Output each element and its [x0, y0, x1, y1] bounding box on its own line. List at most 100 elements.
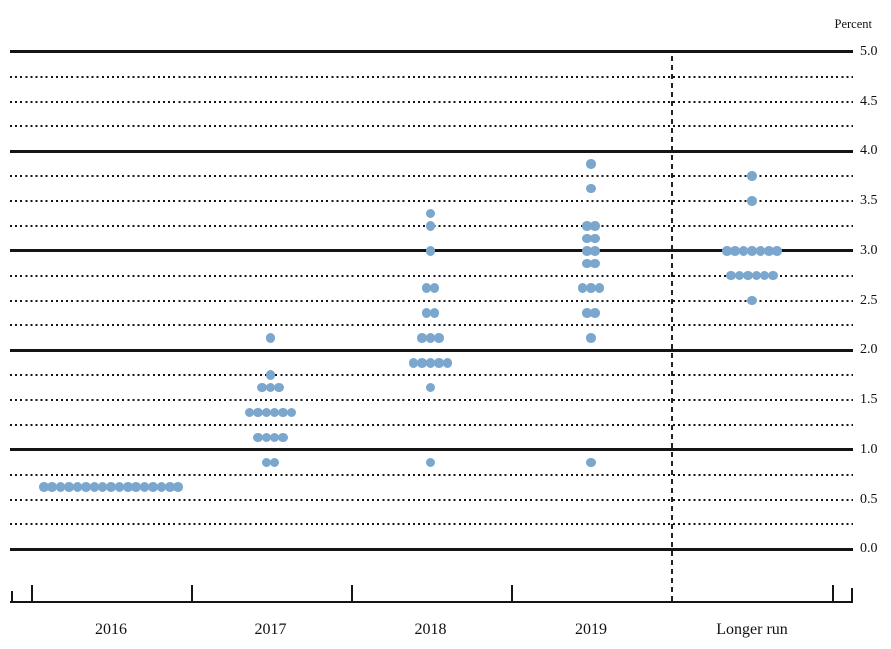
y-axis-tick-label: 0.0 [860, 541, 878, 557]
projection-dot [261, 457, 272, 467]
projection-dot [586, 183, 596, 194]
projection-dot [417, 333, 427, 343]
gridline-solid [10, 448, 853, 452]
projection-dot [265, 382, 276, 393]
projection-dot [590, 233, 600, 244]
projection-dot [434, 358, 444, 368]
x-axis-tick [31, 585, 33, 601]
x-axis-category-label: 2018 [414, 621, 447, 638]
projection-dot [582, 258, 592, 268]
projection-dot [743, 270, 753, 281]
projection-dot [261, 432, 271, 443]
projection-dot [156, 482, 167, 492]
x-axis-category-label: 2019 [575, 621, 607, 638]
y-axis-tick-label: 4.5 [860, 93, 878, 109]
gridline-dotted [10, 75, 853, 78]
projection-dot [39, 482, 49, 492]
projection-dot [244, 407, 255, 418]
projection-dot [89, 482, 99, 492]
projection-dot [114, 482, 125, 492]
x-axis-category-label: 2017 [254, 621, 287, 638]
gridline-dotted [10, 200, 853, 202]
projection-dot [417, 358, 427, 368]
gridline-dotted [10, 423, 853, 426]
projection-dot [269, 432, 280, 443]
gridline-solid [10, 547, 853, 551]
projection-dot [747, 171, 757, 181]
projection-dot [265, 370, 276, 380]
projection-dot [594, 283, 605, 293]
projection-dot [274, 382, 284, 393]
gridline-dotted [10, 374, 853, 377]
gridline-dotted [10, 299, 853, 302]
projection-dot [286, 407, 297, 418]
y-axis-tick-label: 1.0 [860, 441, 878, 457]
gridline-dotted [10, 473, 853, 476]
projection-dot [590, 258, 600, 268]
projection-dot [747, 246, 757, 256]
projection-dot [425, 208, 436, 219]
y-axis-tick-label: 3.0 [860, 242, 878, 258]
projection-dot [421, 283, 432, 293]
projection-dot [123, 482, 133, 492]
x-axis-tick [851, 588, 853, 601]
projection-dot [139, 482, 150, 492]
gridline-dotted [10, 498, 853, 501]
x-axis-category-label: Longer run [716, 621, 788, 638]
projection-dot [253, 407, 263, 418]
dashed-divider-line [671, 56, 673, 601]
projection-dot [64, 482, 74, 492]
y-axis-tick-label: 3.5 [860, 193, 878, 208]
gridline-solid [10, 149, 853, 153]
projection-dot [590, 221, 600, 231]
projection-dot [55, 482, 66, 492]
projection-dot [582, 233, 592, 244]
projection-dot [269, 457, 280, 467]
y-axis-tick-label: 2.0 [860, 342, 878, 358]
projection-dot [434, 333, 444, 343]
projection-dot [586, 457, 596, 467]
gridline-dotted [10, 100, 853, 103]
projection-dot [772, 246, 782, 256]
gridline-solid [10, 50, 853, 54]
projection-dot [730, 246, 740, 256]
percent-axis-label: Percent [834, 17, 872, 31]
projection-dot [278, 432, 288, 443]
projection-dot [72, 482, 83, 492]
projection-dot [582, 246, 592, 256]
projection-dot [253, 432, 263, 443]
gridline-dotted [10, 125, 853, 128]
projection-dot [586, 159, 596, 169]
projection-dot [747, 295, 757, 306]
gridline-dotted [10, 523, 853, 526]
projection-dot [106, 482, 116, 492]
projection-dot [577, 283, 588, 293]
x-axis-tick [351, 585, 353, 601]
projection-dot [278, 407, 288, 418]
projection-dot [81, 482, 91, 492]
y-axis-tick-label: 2.5 [860, 292, 878, 308]
projection-dot [148, 482, 158, 492]
projection-dot [47, 482, 57, 492]
projection-dot [442, 358, 453, 368]
projection-dot [722, 246, 732, 256]
projection-dot [747, 196, 757, 206]
projection-dot [586, 333, 596, 343]
projection-dot [269, 407, 280, 418]
projection-dot [590, 308, 600, 318]
projection-dot [261, 407, 272, 418]
projection-dot [759, 270, 770, 281]
projection-dot [755, 246, 766, 256]
projection-dot [425, 221, 436, 231]
projection-dot [425, 246, 436, 256]
gridline-dotted [10, 274, 853, 277]
projection-dot [425, 358, 436, 368]
projection-dot [582, 221, 592, 231]
projection-dot [97, 482, 108, 492]
y-axis-tick-label: 1.5 [860, 392, 878, 407]
projection-dot [131, 482, 141, 492]
projection-dot [429, 308, 440, 318]
projection-dot [165, 482, 175, 492]
projection-dot [425, 457, 436, 467]
